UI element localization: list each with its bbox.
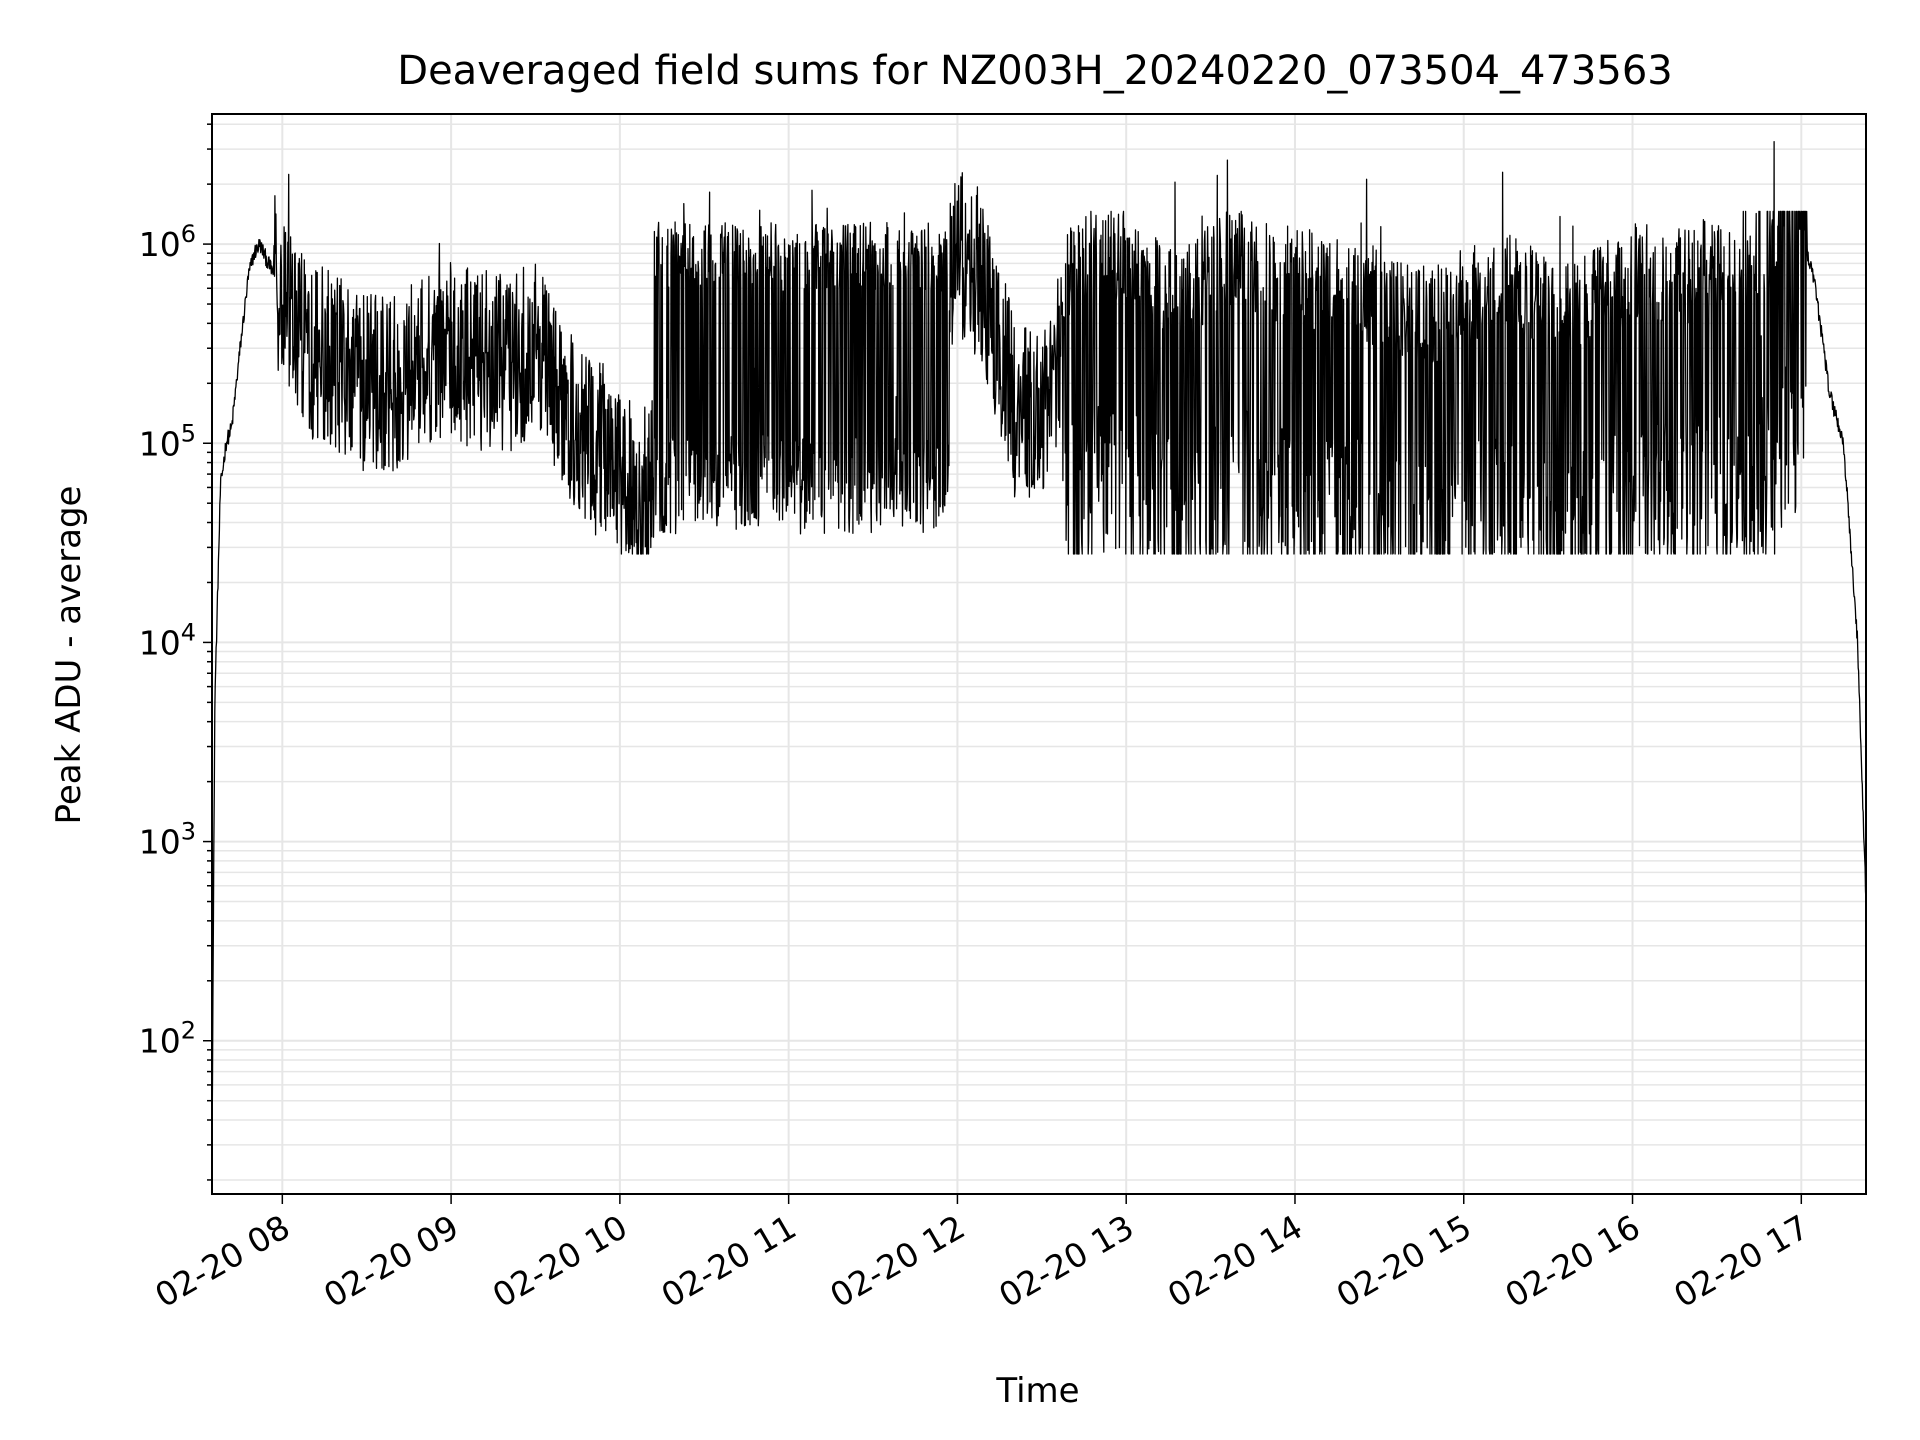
y-tick-label: 105	[139, 419, 196, 463]
chart-title: Deaveraged field sums for NZ003H_2024022…	[397, 48, 1672, 94]
series-line	[211, 141, 1867, 1153]
x-axis-label: Time	[995, 1371, 1079, 1411]
plot-frame	[211, 113, 1867, 1195]
series-layer	[211, 141, 1867, 1153]
y-tick-label: 102	[139, 1017, 196, 1061]
y-tick-label: 103	[139, 818, 196, 862]
y-tick-label: 104	[139, 618, 196, 662]
y-tick-label: 106	[139, 220, 196, 264]
y-axis-label: Peak ADU - average	[49, 486, 89, 825]
